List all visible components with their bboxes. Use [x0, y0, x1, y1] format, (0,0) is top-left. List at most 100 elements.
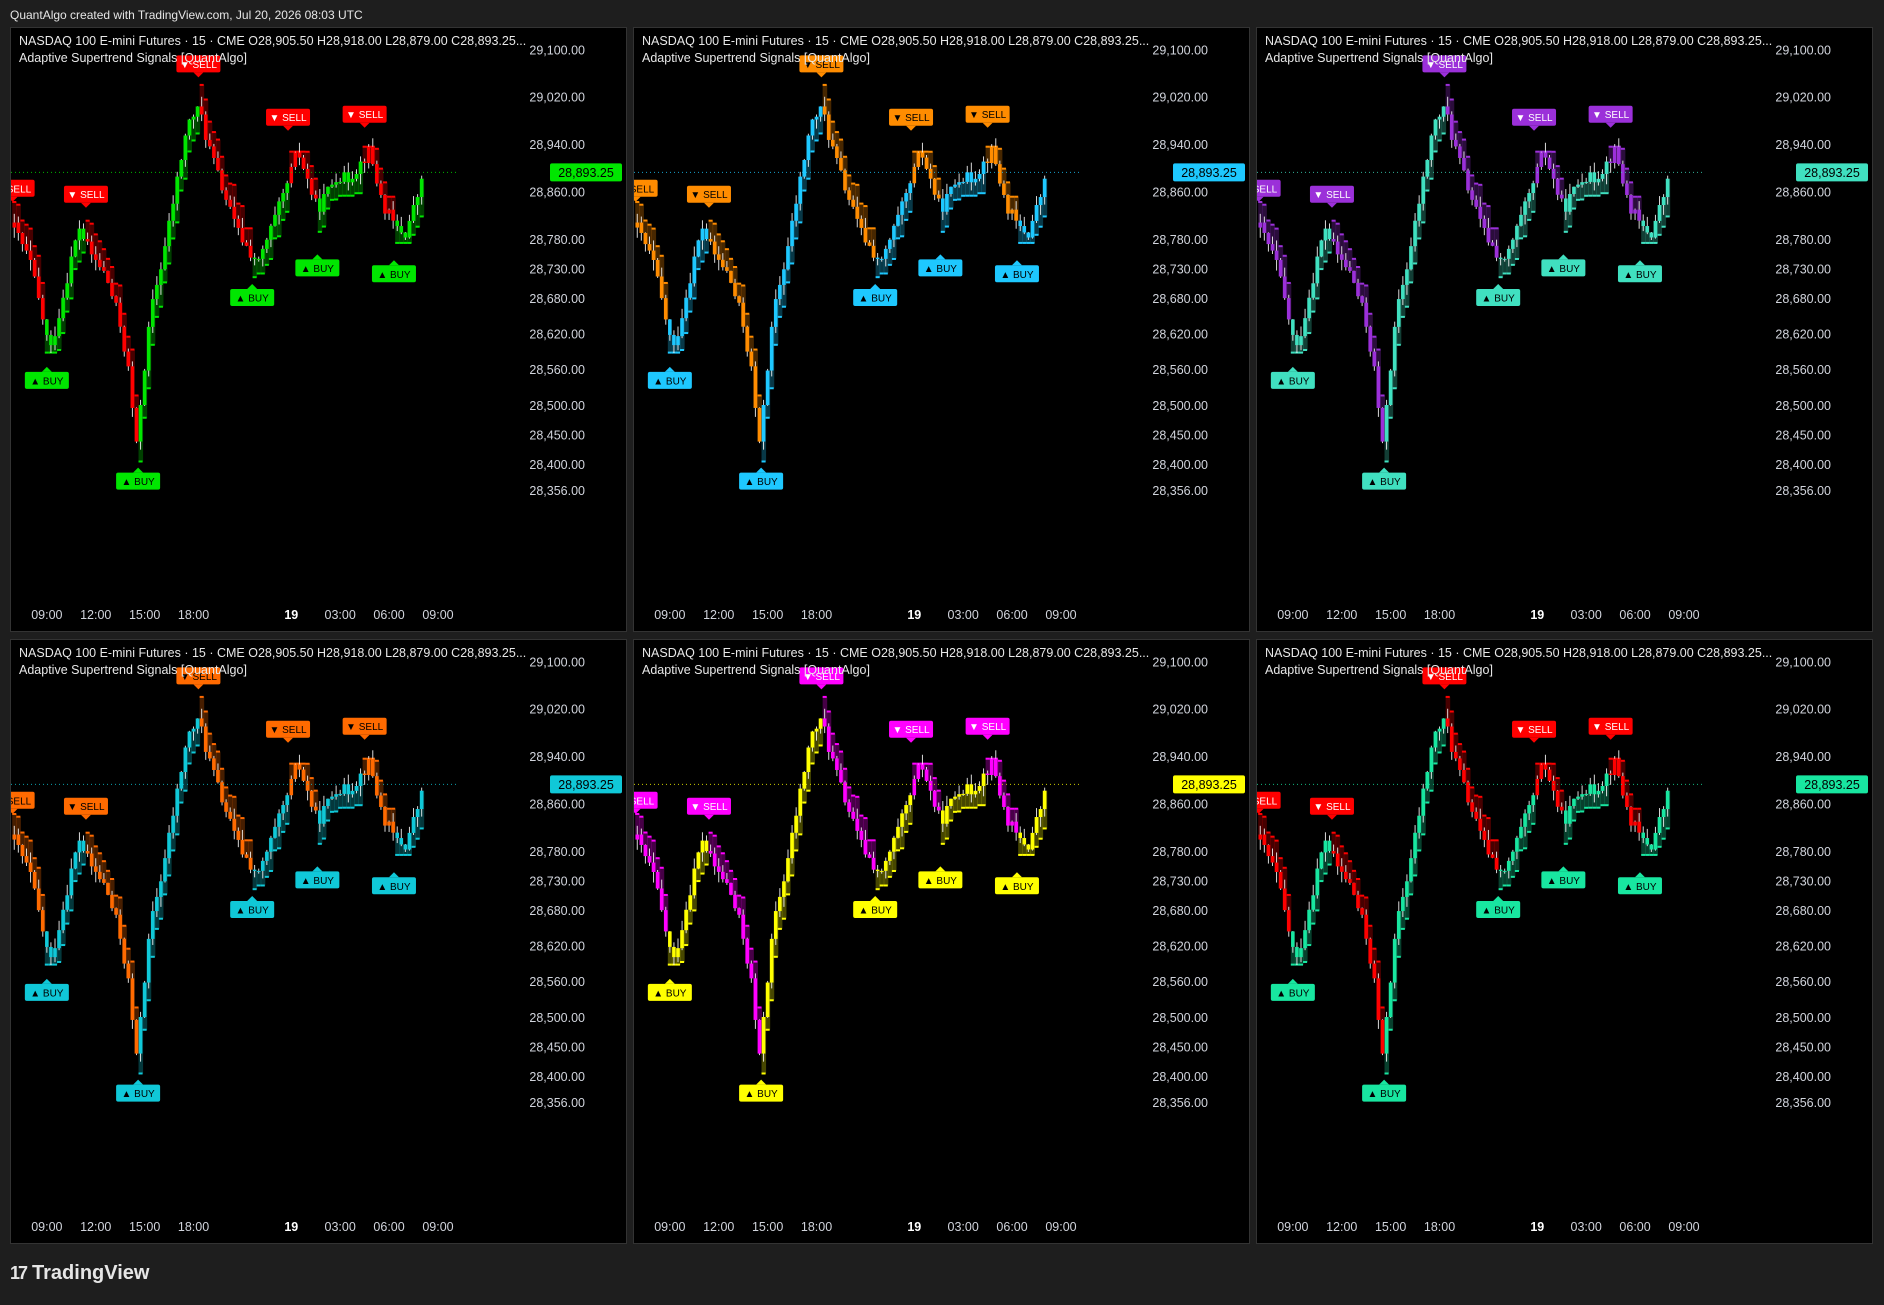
price-tick-label: 28,860.00: [529, 186, 585, 200]
candle-body: [1384, 404, 1389, 442]
candle-body: [1661, 809, 1666, 818]
time-axis: 09:00 12:00 15:00 18:00 19 03:00 06:00 09:00: [1277, 1220, 1699, 1234]
sell-signal: ▼ SELL: [266, 108, 311, 131]
candle-body: [175, 788, 180, 816]
candle-body: [1291, 931, 1295, 947]
candle-body: [1616, 758, 1621, 777]
trend-fill: [912, 763, 917, 779]
candle-body: [676, 948, 680, 958]
signal-arrow: [982, 734, 993, 740]
time-tick-label: 09:00: [422, 608, 453, 622]
trend-fill: [1584, 181, 1589, 196]
candle-body: [668, 931, 672, 947]
signal-arrow: [870, 895, 881, 901]
trend-fill: [12, 813, 17, 835]
sell-signal: ▼ SELL: [1422, 55, 1467, 78]
candle-body: [1564, 810, 1568, 824]
candle-body: [1449, 114, 1454, 140]
trend-fill: [85, 220, 91, 242]
candle-body: [65, 895, 70, 910]
candle-body: [126, 963, 131, 979]
trend-fill: [362, 146, 368, 163]
chart-panel-1[interactable]: ▼ SELL ▲ BUY ▼ SELL ▲ BUY ▼ SELL ▲ BUY ▼ SELL ▲…: [10, 27, 627, 632]
candle-body: [171, 815, 175, 833]
signal-label: ▲ BUY: [30, 376, 64, 387]
candle-body: [252, 869, 257, 871]
candle-body: [761, 1016, 766, 1054]
candle-body: [1278, 871, 1283, 889]
chart-panel-3[interactable]: ▼ SELL ▲ BUY ▼ SELL ▲ BUY ▼ SELL ▲ BUY ▼ SELL ▲…: [1256, 27, 1873, 632]
candle-body: [1286, 298, 1291, 320]
candle-body: [1022, 226, 1027, 233]
trend-fill: [977, 173, 983, 194]
chart-panel-5[interactable]: ▼ SELL ▲ BUY ▼ SELL ▲ BUY ▼ SELL ▲ BUY ▼ SELL ▲…: [633, 639, 1250, 1244]
candle-body: [1539, 152, 1544, 167]
chart-panel-2[interactable]: ▼ SELL ▲ BUY ▼ SELL ▲ BUY ▼ SELL ▲ BUY ▼ SELL ▲…: [633, 27, 1250, 632]
candle-body: [1494, 245, 1499, 258]
signal-arrow: [1287, 366, 1298, 372]
candle-body: [93, 254, 98, 260]
buy-signal: ▲ BUY: [230, 283, 275, 306]
candle-body: [1421, 788, 1426, 816]
time-tick-label: 09:00: [1668, 608, 1699, 622]
candle-body: [16, 834, 21, 845]
price-tick-label: 28,560.00: [1775, 975, 1831, 989]
trend-fill: [1327, 851, 1333, 865]
candle-body: [187, 731, 192, 748]
trend-fill: [1026, 237, 1031, 243]
candle-body: [1274, 250, 1279, 260]
candle-body: [1299, 336, 1303, 346]
candle-body: [1490, 242, 1495, 246]
candle-body: [1612, 758, 1617, 775]
signal-label: ▼ SELL: [180, 60, 218, 71]
signal-label-bg: [994, 265, 1039, 283]
candle-body: [908, 183, 913, 194]
price-tick-label: 28,730.00: [529, 263, 585, 277]
candle-body: [1498, 257, 1503, 259]
candle-body: [753, 366, 758, 408]
candle-body: [1030, 220, 1035, 238]
candle-body: [680, 930, 684, 949]
signal-arrow: [634, 196, 641, 202]
chart-panel-4[interactable]: ▼ SELL ▲ BUY ▼ SELL ▲ BUY ▼ SELL ▲ BUY ▼ SELL ▲…: [10, 639, 627, 1244]
signal-arrow: [906, 125, 917, 131]
signal-label: ▲ BUY: [121, 1089, 155, 1100]
candle-body: [875, 869, 880, 871]
trend-fill: [81, 239, 87, 253]
candle-body: [1474, 811, 1478, 819]
candle-body: [1417, 815, 1421, 833]
trend-fill: [85, 832, 91, 854]
price-tag-label: 28,893.25: [1804, 778, 1860, 792]
candle-body: [419, 790, 424, 810]
candle-body: [1417, 203, 1421, 221]
candle-body: [102, 267, 106, 271]
signal-label-bg: [647, 983, 692, 1001]
tradingview-logo-icon: 17: [10, 1263, 28, 1283]
signal-label: ▼ SELL: [11, 184, 32, 195]
sell-signal: ▼ SELL: [63, 185, 108, 208]
candle-body: [1323, 840, 1328, 853]
candle-body: [1608, 161, 1613, 163]
time-tick-label: 03:00: [325, 608, 356, 622]
candle-body: [1551, 780, 1556, 791]
tradingview-logo[interactable]: 17 TradingView: [10, 1262, 149, 1285]
signal-label: ▲ BUY: [653, 376, 687, 387]
time-tick-label: 15:00: [129, 1220, 160, 1234]
candle-body: [969, 172, 974, 183]
candle-body: [1388, 982, 1393, 1017]
signal-label: ▲ BUY: [859, 905, 893, 916]
time-tick-label: 09:00: [1277, 608, 1308, 622]
candle-body: [920, 152, 925, 158]
candle-body: [993, 758, 998, 777]
candle-body: [81, 840, 86, 852]
candle-body: [362, 161, 367, 163]
candle-body: [1311, 283, 1316, 298]
signal-label-bg: [116, 1084, 161, 1102]
candle-body: [73, 852, 78, 869]
candle-body: [1323, 228, 1328, 241]
candle-body: [1368, 326, 1373, 352]
chart-panel-6[interactable]: ▼ SELL ▲ BUY ▼ SELL ▲ BUY ▼ SELL ▲ BUY ▼ SELL ▲…: [1256, 639, 1873, 1244]
candle-body: [875, 257, 880, 259]
candle-body: [370, 758, 375, 777]
trend-fill: [961, 181, 966, 196]
